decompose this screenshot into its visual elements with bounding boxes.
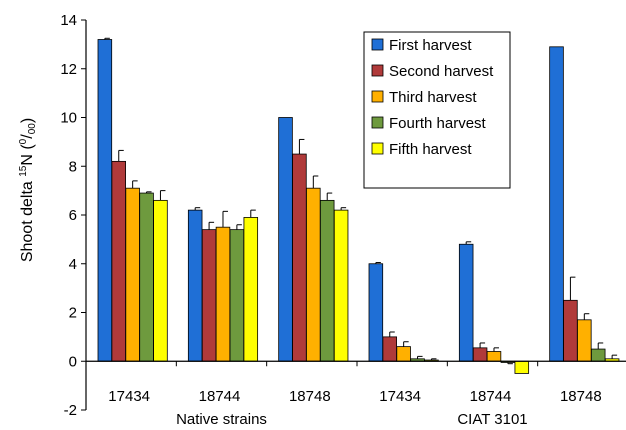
y-tick-label: -2 [64, 402, 77, 419]
legend: First harvest Second harvest Third harvest… [363, 31, 511, 189]
category-label: 18744 [199, 388, 241, 405]
bar [590, 348, 606, 362]
y-axis: -2 0 2 4 6 8 10 12 14 [60, 12, 86, 419]
y-tick-label: 6 [69, 207, 77, 224]
bar [514, 360, 530, 374]
bar [139, 192, 154, 362]
bar [187, 209, 203, 362]
bar [563, 299, 578, 362]
bar [278, 117, 293, 362]
category-label: 18748 [289, 388, 331, 405]
legend-label: Fourth harvest [389, 115, 487, 132]
legend-box [363, 31, 511, 189]
legend-swatch [371, 142, 384, 155]
bar [243, 217, 259, 362]
group-label: CIAT 3101 [457, 411, 527, 428]
legend-label: Third harvest [389, 89, 477, 106]
bar [486, 351, 502, 362]
category-label: 18748 [560, 388, 602, 405]
bar [472, 347, 488, 362]
bar [111, 160, 127, 362]
y-tick-label: 12 [60, 61, 77, 78]
bars [97, 37, 620, 374]
y-tick-label: 4 [69, 256, 77, 273]
bar [201, 229, 217, 362]
y-tick-label: 2 [69, 305, 77, 322]
y-tick-label: 10 [60, 110, 77, 127]
bar [458, 243, 474, 362]
legend-swatch [371, 116, 384, 129]
group-label: Native strains [176, 411, 267, 428]
y-tick-label: 0 [69, 353, 77, 370]
legend-label: First harvest [389, 37, 472, 54]
bar [215, 226, 231, 362]
legend-swatch [371, 90, 384, 103]
legend-swatch [371, 64, 384, 77]
bar [577, 319, 592, 362]
bar [125, 187, 140, 362]
y-axis-label: Shoot delta 15N (0/00) [18, 118, 38, 262]
y-tick-label: 8 [69, 158, 77, 175]
bar [368, 263, 384, 362]
bar [333, 209, 349, 362]
bar [396, 346, 411, 362]
legend-label: Fifth harvest [389, 141, 472, 158]
legend-label: Second harvest [389, 63, 494, 80]
category-label: 18744 [470, 388, 512, 405]
y-tick-label: 14 [60, 12, 77, 29]
bar [97, 39, 113, 362]
bar [292, 153, 307, 362]
category-label: 17434 [108, 388, 150, 405]
legend-swatch [371, 38, 384, 51]
bar [549, 46, 564, 362]
bar [153, 199, 168, 362]
axes [85, 20, 626, 410]
x-axis: 17434 18744 18748 17434 18744 18748 [108, 388, 601, 405]
bar [306, 187, 321, 362]
group-labels: Native strains CIAT 3101 [176, 411, 528, 428]
bar [319, 199, 335, 362]
bar [229, 229, 245, 362]
bar [382, 336, 397, 362]
category-label: 17434 [379, 388, 421, 405]
